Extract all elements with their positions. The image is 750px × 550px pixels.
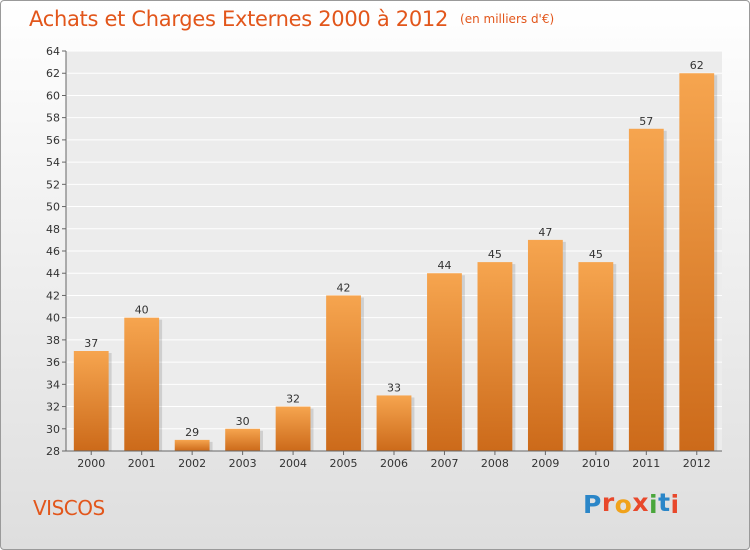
x-tick-label: 2002 bbox=[178, 457, 206, 470]
x-tick-label: 2009 bbox=[531, 457, 559, 470]
y-tick-label: 34 bbox=[46, 378, 60, 391]
x-tick-label: 2007 bbox=[430, 457, 458, 470]
bar-value-label: 47 bbox=[538, 226, 552, 239]
x-axis-ticks: 2000 2001 2002 2003 2004 2005 2006 2007 2008 2009… bbox=[77, 451, 711, 470]
y-tick-label: 58 bbox=[46, 112, 60, 125]
y-tick-label: 54 bbox=[46, 156, 60, 169]
y-tick-label: 60 bbox=[46, 89, 60, 102]
bar-value-label: 45 bbox=[589, 248, 603, 261]
logo-letter: o bbox=[614, 490, 633, 519]
bar-value-label: 40 bbox=[135, 304, 149, 317]
logo-letter: x bbox=[632, 488, 649, 517]
bar bbox=[174, 439, 210, 451]
y-tick-label: 42 bbox=[46, 289, 60, 302]
y-axis-ticks: 28 30 32 34 36 38 40 42 44 46 48 50 52 54 56 58 60 62 64 bbox=[46, 45, 66, 458]
bar-value-label: 57 bbox=[639, 115, 653, 128]
bar bbox=[376, 395, 412, 451]
bar bbox=[679, 73, 715, 451]
y-tick-label: 62 bbox=[46, 67, 60, 80]
bar bbox=[73, 351, 109, 451]
logo-letter: P bbox=[583, 490, 602, 519]
x-tick-label: 2003 bbox=[229, 457, 257, 470]
bar-value-label: 33 bbox=[387, 381, 401, 394]
bar-value-label: 45 bbox=[488, 248, 502, 261]
bar-value-label: 37 bbox=[84, 337, 98, 350]
bar bbox=[225, 428, 261, 451]
y-tick-label: 32 bbox=[46, 401, 60, 414]
bars: 37 40 29 30 32 42 33 44 45 47 45 57 62 bbox=[73, 59, 718, 451]
bar bbox=[326, 295, 361, 451]
bar bbox=[124, 317, 160, 451]
unit-label: (en milliers d'€) bbox=[460, 12, 555, 26]
bar-value-label: 32 bbox=[286, 393, 300, 406]
y-tick-label: 36 bbox=[46, 356, 60, 369]
x-tick-label: 2005 bbox=[330, 457, 358, 470]
x-tick-label: 2008 bbox=[481, 457, 509, 470]
y-tick-label: 52 bbox=[46, 178, 60, 191]
chart-title: Achats et Charges Externes 2000 à 2012 (e… bbox=[29, 7, 554, 31]
title-text: Achats et Charges Externes 2000 à 2012 bbox=[29, 7, 449, 31]
y-tick-label: 56 bbox=[46, 134, 60, 147]
proxiti-logo: Proxiti bbox=[583, 488, 680, 519]
bar bbox=[578, 262, 614, 451]
x-tick-label: 2004 bbox=[279, 457, 307, 470]
x-tick-label: 2006 bbox=[380, 457, 408, 470]
logo-letter: i bbox=[649, 490, 659, 519]
logo-letter: i bbox=[670, 490, 680, 519]
y-tick-label: 38 bbox=[46, 334, 60, 347]
x-tick-label: 2010 bbox=[582, 457, 610, 470]
y-tick-label: 30 bbox=[46, 423, 60, 436]
x-tick-label: 2001 bbox=[128, 457, 156, 470]
bar bbox=[477, 262, 513, 451]
x-tick-label: 2012 bbox=[683, 457, 711, 470]
y-tick-label: 48 bbox=[46, 223, 60, 236]
logo-letter: t bbox=[658, 488, 671, 517]
y-tick-label: 28 bbox=[46, 445, 60, 458]
bar bbox=[527, 239, 563, 451]
bar-value-label: 30 bbox=[236, 415, 250, 428]
y-tick-label: 40 bbox=[46, 312, 60, 325]
bar-value-label: 42 bbox=[337, 281, 351, 294]
commune-name: VISCOS bbox=[33, 496, 105, 520]
bar bbox=[275, 406, 311, 451]
logo-letter: r bbox=[601, 488, 615, 517]
bar-value-label: 62 bbox=[690, 59, 704, 72]
x-tick-label: 2000 bbox=[77, 457, 105, 470]
y-tick-label: 50 bbox=[46, 201, 60, 214]
y-tick-label: 46 bbox=[46, 245, 60, 258]
bar bbox=[628, 128, 664, 451]
y-tick-label: 44 bbox=[46, 267, 60, 280]
x-tick-label: 2011 bbox=[632, 457, 660, 470]
bar-value-label: 29 bbox=[185, 426, 199, 439]
bar bbox=[427, 273, 462, 451]
y-tick-label: 64 bbox=[46, 45, 60, 58]
bar-value-label: 44 bbox=[437, 259, 451, 272]
